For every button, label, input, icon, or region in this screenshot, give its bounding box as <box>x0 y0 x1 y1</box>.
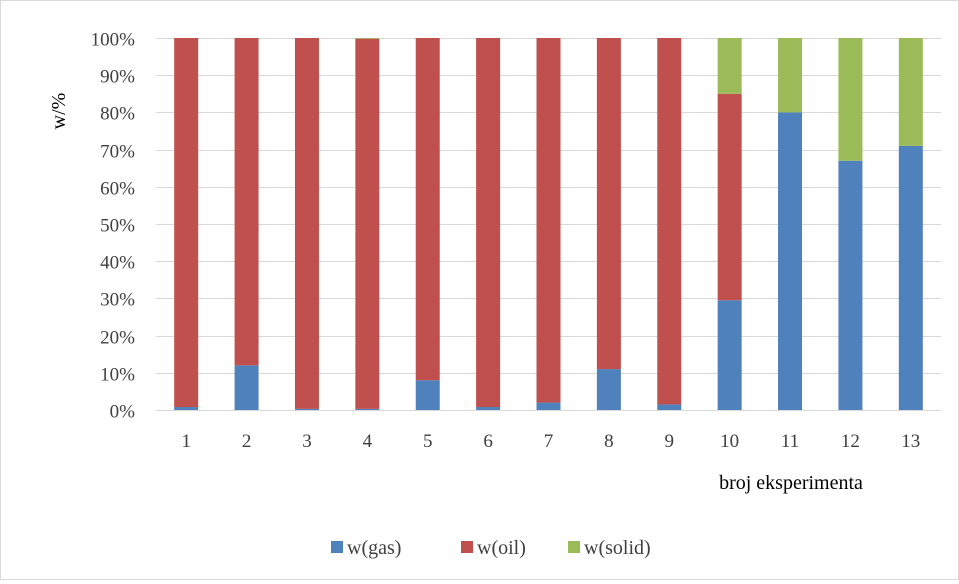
x-tick-label: 1 <box>181 431 191 452</box>
y-tick-label: 50% <box>100 216 135 237</box>
bar-segment-w-oil-7 <box>536 38 561 403</box>
bar-segment-w-solid-11 <box>778 38 803 113</box>
y-tick-label: 100% <box>91 30 136 51</box>
bar-segment-w-gas-2 <box>234 365 259 410</box>
legend-swatch <box>331 541 343 553</box>
bar-segment-w-oil-4 <box>355 38 380 409</box>
y-tick-label: 30% <box>100 290 135 311</box>
y-tick-label: 70% <box>100 142 135 163</box>
bar-segment-w-gas-11 <box>778 112 803 411</box>
y-tick-label: 60% <box>100 179 135 200</box>
x-axis-title: broj eksperimenta <box>719 472 863 494</box>
bar-segment-w-gas-1 <box>174 407 199 410</box>
legend-label: w(gas) <box>347 537 401 559</box>
x-tick-label: 5 <box>423 431 433 452</box>
legend-swatch <box>568 541 580 553</box>
legend-label: w(solid) <box>584 537 651 559</box>
bar-segment-w-gas-8 <box>596 369 621 410</box>
bars <box>174 38 923 411</box>
legend-label: w(oil) <box>477 537 526 559</box>
x-tick-label: 7 <box>544 431 554 452</box>
x-tick-label: 6 <box>483 431 493 452</box>
bar-segment-w-oil-8 <box>596 38 621 370</box>
legend-swatch <box>461 541 473 553</box>
y-tick-label: 80% <box>100 104 135 125</box>
bar-segment-w-solid-10 <box>717 38 742 94</box>
bar-segment-w-gas-6 <box>476 407 501 410</box>
y-axis-title: w/% <box>48 93 70 130</box>
bar-segment-w-oil-5 <box>415 38 440 381</box>
x-tick-label: 3 <box>302 431 312 452</box>
x-tick-label: 4 <box>363 431 373 452</box>
bar-segment-w-oil-10 <box>717 93 742 301</box>
bar-segment-w-solid-13 <box>898 38 923 146</box>
bar-segment-w-gas-7 <box>536 402 561 410</box>
y-tick-label: 20% <box>100 328 135 349</box>
bar-segment-w-gas-5 <box>415 380 440 410</box>
x-tick-label: 10 <box>720 431 739 452</box>
bar-segment-w-gas-4 <box>355 408 380 410</box>
bar-segment-w-gas-3 <box>294 408 319 410</box>
bar-segment-w-gas-13 <box>898 145 923 410</box>
x-tick-label: 13 <box>901 431 920 452</box>
bar-segment-w-gas-10 <box>717 300 742 410</box>
y-tick-label: 0% <box>110 402 136 423</box>
bar-segment-w-solid-4 <box>355 38 380 39</box>
y-axis-tick-labels: 0% 10% 20% 30% 40% 50% 60% 70% 80% 90% 100% <box>91 30 136 423</box>
bar-segment-w-oil-9 <box>657 38 682 405</box>
legend: w(gas) w(oil) w(solid) <box>331 537 651 559</box>
bar-segment-w-oil-6 <box>476 38 501 408</box>
y-tick-label: 90% <box>100 67 135 88</box>
x-tick-label: 2 <box>242 431 252 452</box>
x-tick-label: 9 <box>665 431 675 452</box>
y-tick-label: 40% <box>100 253 135 274</box>
x-tick-label: 12 <box>841 431 860 452</box>
x-tick-label: 11 <box>781 431 799 452</box>
bar-segment-w-gas-12 <box>838 160 863 410</box>
bar-segment-w-oil-3 <box>294 38 319 409</box>
bar-segment-w-solid-12 <box>838 38 863 161</box>
y-tick-label: 10% <box>100 365 135 386</box>
x-tick-label: 8 <box>604 431 614 452</box>
bar-segment-w-gas-9 <box>657 404 682 410</box>
bar-segment-w-oil-2 <box>234 38 259 366</box>
x-axis-tick-labels: 1 2 3 4 5 6 7 8 9 10 11 12 13 <box>181 431 920 452</box>
bar-segment-w-oil-1 <box>174 38 199 408</box>
